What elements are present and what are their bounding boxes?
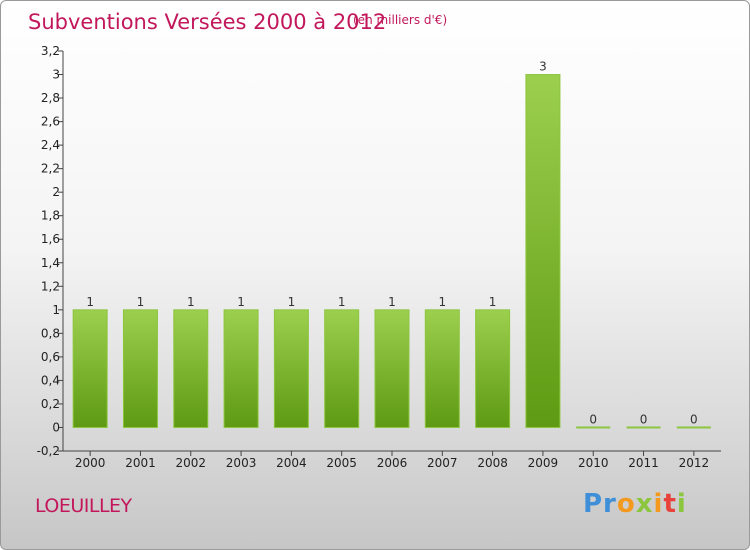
x-tick-label: 2001 [125,456,156,470]
bar-value-label: 1 [187,295,195,309]
y-tick-label: 2,2 [41,162,60,176]
chart-title: Subventions Versées 2000 à 2012 [28,10,387,34]
logo-part: x [635,489,654,519]
x-tick-label: 2010 [578,456,609,470]
y-tick-label: 3 [52,68,60,82]
bar [273,309,309,428]
bar [324,309,360,428]
bar [626,426,661,429]
bars [72,74,711,429]
proxiti-logo: Proxiti [583,489,687,519]
y-tick-label: 0,2 [41,397,60,411]
bar-value-label: 3 [539,60,547,74]
y-tick-label: 0 [52,420,60,434]
x-tick-label: 2008 [477,456,508,470]
bar [676,426,711,429]
bar [122,309,158,428]
x-tick-label: 2002 [175,456,206,470]
y-tick-label: 1,2 [41,279,60,293]
logo-part: Pr [583,489,617,519]
y-tick-label: 2 [52,185,60,199]
y-tick-label: 2,4 [41,138,60,152]
x-tick-label: 2003 [226,456,257,470]
bar-value-label: 1 [438,295,446,309]
x-tick-label: 2007 [427,456,458,470]
bar-value-label: 1 [388,295,396,309]
y-tick-label: 3,2 [41,44,60,58]
chart-subtitle: (en milliers d'€) [353,13,448,27]
bar [576,426,611,429]
x-tick-label: 2005 [326,456,357,470]
y-tick-label: -0,2 [37,444,60,458]
bar [72,309,108,428]
logo-part: i [676,489,687,519]
logo-part: t [663,489,677,519]
bar-value-label: 1 [288,295,296,309]
data-labels: 1 1 1 1 1 1 1 1 1 3 0 0 0 [86,60,697,427]
y-tick-label: 1 [52,303,60,317]
y-tick-label: 0,6 [41,350,60,364]
bar [424,309,460,428]
bar-value-label: 1 [237,295,245,309]
bar-value-label: 1 [137,295,145,309]
bar [173,309,209,428]
y-tick-label: 0,8 [41,326,60,340]
bar-value-label: 1 [338,295,346,309]
bar [525,74,561,428]
axes: -0,2 0 0,2 0,4 0,6 0,8 1 1,2 1,4 1,6 1,8 2 2,2 2,4 2,6… [37,44,721,470]
bar-value-label: 1 [489,295,497,309]
bar-value-label: 0 [589,412,597,426]
bar-value-label: 0 [690,412,698,426]
y-tick-label: 1,6 [41,232,60,246]
bar [374,309,410,428]
bar-value-label: 0 [640,412,648,426]
bar-value-label: 1 [86,295,94,309]
y-tick-label: 2,8 [41,91,60,105]
logo-part: i [653,489,664,519]
x-tick-label: 2006 [377,456,408,470]
y-tick-label: 1,8 [41,209,60,223]
x-tick-label: 2012 [679,456,710,470]
bar [475,309,511,428]
y-tick-label: 1,4 [41,256,60,270]
y-tick-label: 2,6 [41,115,60,129]
commune-name: LOEUILLEY [35,495,132,517]
x-tick-label: 2009 [528,456,559,470]
x-tick-label: 2011 [628,456,659,470]
bar [223,309,259,428]
x-tick-label: 2000 [75,456,106,470]
logo-part: o [616,489,636,519]
y-tick-label: 0,4 [41,373,60,387]
x-tick-label: 2004 [276,456,307,470]
